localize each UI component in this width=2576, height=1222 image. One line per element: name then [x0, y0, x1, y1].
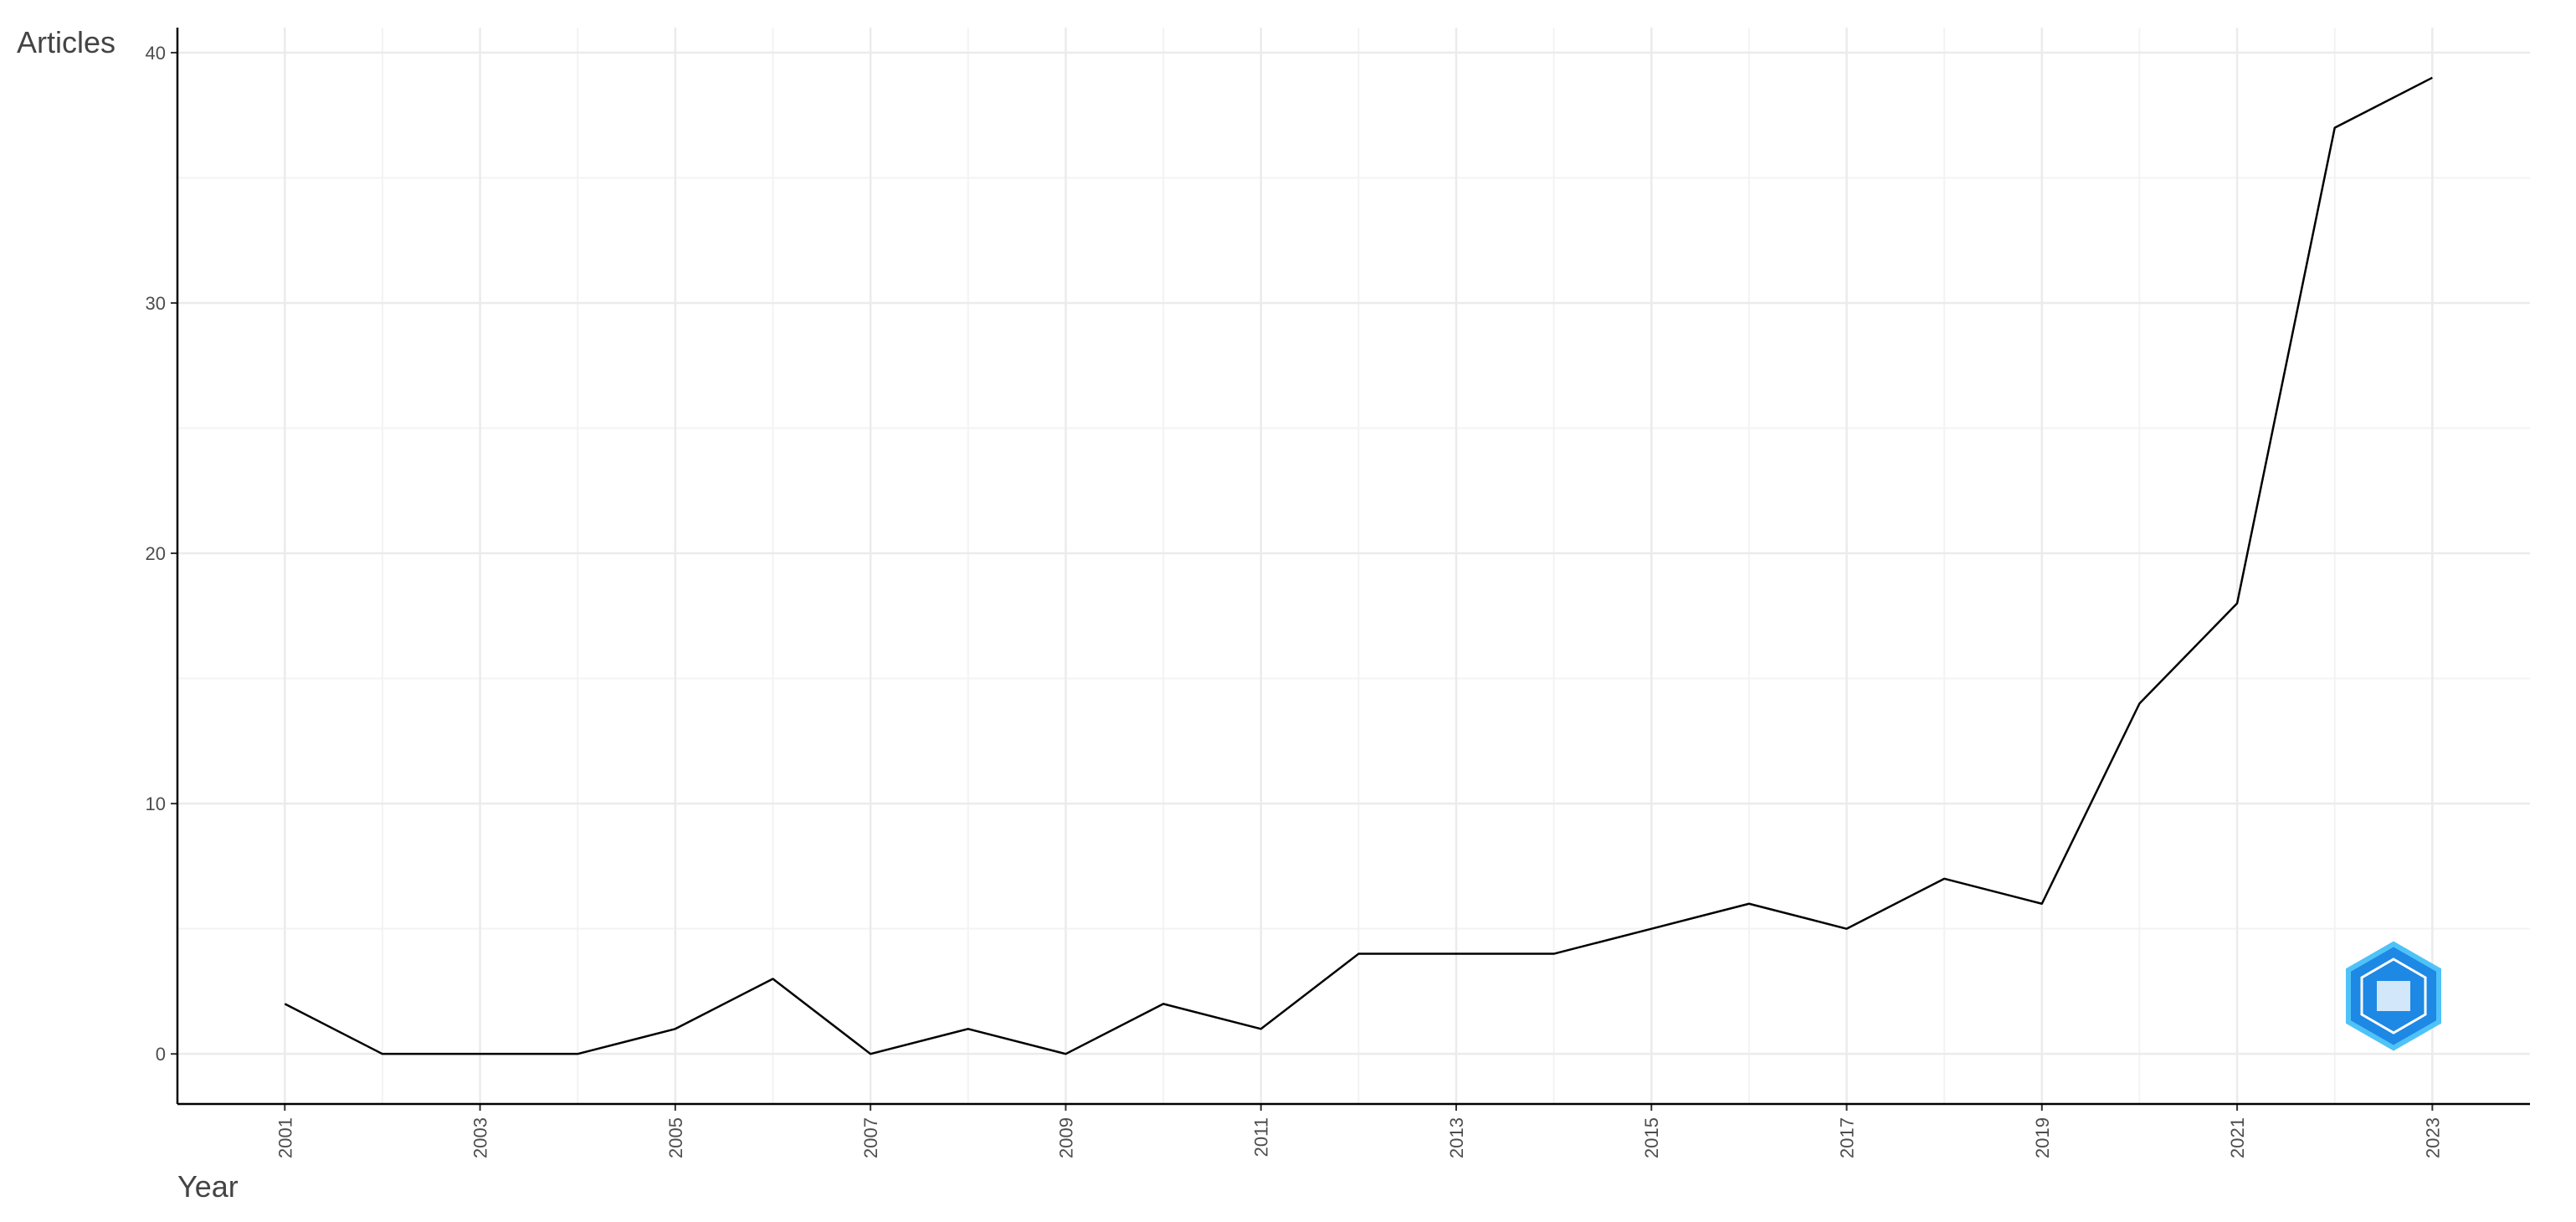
logo [2346, 941, 2441, 1051]
y-axis-title: Articles [17, 25, 115, 59]
y-tick-label: 40 [146, 43, 166, 64]
x-tick-label: 2011 [1251, 1117, 1272, 1157]
x-tick-label: 2015 [1641, 1117, 1662, 1158]
x-tick-label: 2013 [1446, 1117, 1467, 1158]
x-tick-label: 2019 [2032, 1117, 2053, 1158]
x-tick-label: 2003 [470, 1117, 491, 1158]
data-line [284, 76, 2433, 1055]
x-tick-label: 2005 [665, 1117, 686, 1158]
y-tick-label: 20 [146, 543, 166, 564]
x-tick-label: 2017 [1837, 1117, 1858, 1158]
x-tick-label: 2001 [275, 1117, 295, 1158]
y-tick-label: 30 [146, 293, 166, 314]
x-tick-label: 2023 [2422, 1117, 2443, 1158]
x-axis-title: Year [177, 1169, 239, 1204]
x-tick-label: 2007 [860, 1117, 881, 1158]
y-tick-label: 10 [146, 793, 166, 814]
y-tick-label: 0 [156, 1044, 166, 1065]
x-tick-label: 2009 [1055, 1117, 1076, 1158]
x-tick-label: 2021 [2227, 1117, 2248, 1158]
